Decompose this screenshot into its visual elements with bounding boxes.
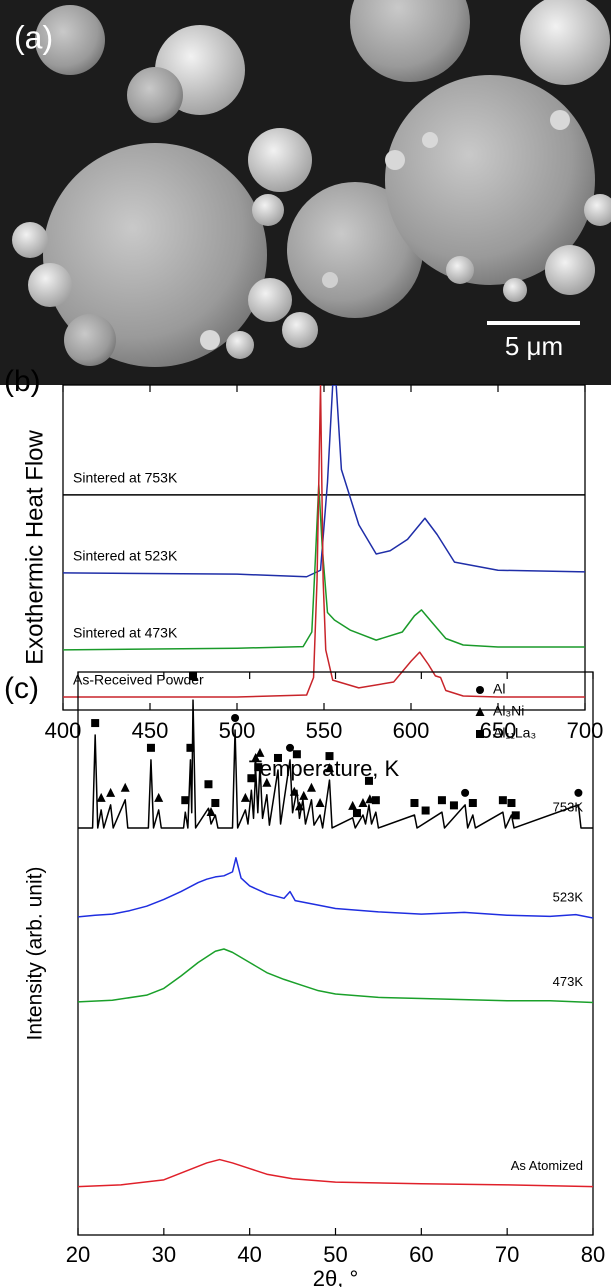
phase-marker bbox=[352, 809, 361, 818]
x-tick-label: 70 bbox=[495, 1242, 519, 1267]
phase-marker bbox=[254, 763, 263, 772]
x-tick-label: 450 bbox=[132, 718, 169, 743]
phase-marker bbox=[421, 806, 430, 815]
series-label: 753K bbox=[553, 799, 584, 814]
x-tick-label: 40 bbox=[237, 1242, 261, 1267]
phase-marker bbox=[324, 763, 334, 773]
legend-label: Al₃Ni bbox=[493, 703, 524, 719]
phase-marker bbox=[358, 798, 368, 808]
series-line bbox=[78, 1158, 593, 1188]
x-axis-label: Temperature, K bbox=[249, 756, 400, 781]
phase-marker bbox=[449, 801, 458, 810]
phase-marker bbox=[325, 752, 334, 761]
legend-label: Al bbox=[493, 681, 505, 697]
series-line bbox=[63, 385, 585, 698]
phase-marker bbox=[461, 788, 470, 797]
legend-marker bbox=[476, 730, 484, 738]
phase-marker bbox=[240, 792, 250, 802]
phase-marker bbox=[91, 719, 100, 728]
phase-marker bbox=[574, 788, 583, 797]
phase-marker bbox=[498, 796, 507, 805]
phase-marker bbox=[255, 747, 265, 757]
plot-area bbox=[63, 385, 585, 698]
phase-marker bbox=[204, 780, 213, 789]
series-line bbox=[78, 948, 593, 1004]
phase-marker bbox=[247, 774, 256, 783]
phase-marker bbox=[371, 796, 380, 805]
panel-label: (c) bbox=[4, 672, 39, 705]
phase-marker bbox=[306, 782, 316, 792]
phase-marker bbox=[286, 743, 295, 752]
phase-marker bbox=[231, 713, 240, 722]
x-tick-label: 400 bbox=[45, 718, 82, 743]
phase-marker bbox=[206, 807, 216, 817]
phase-marker bbox=[154, 792, 164, 802]
series-label: As Atomized bbox=[511, 1158, 583, 1173]
series-label: Sintered at 523K bbox=[73, 548, 178, 564]
phase-marker bbox=[299, 790, 309, 800]
series-label: 523K bbox=[553, 889, 584, 904]
phase-marker bbox=[315, 798, 325, 808]
phase-marker bbox=[106, 787, 116, 797]
phase-marker bbox=[189, 672, 198, 681]
series-label: 473K bbox=[553, 974, 584, 989]
y-axis-label: Exothermic Heat Flow bbox=[21, 429, 48, 664]
series-line bbox=[78, 699, 593, 829]
series-label: As-Received Powder bbox=[73, 672, 204, 688]
panel-label: (a) bbox=[14, 19, 53, 55]
phase-marker bbox=[251, 752, 261, 762]
x-tick-label: 600 bbox=[393, 718, 430, 743]
x-tick-label: 30 bbox=[152, 1242, 176, 1267]
series-label: Sintered at 753K bbox=[73, 470, 178, 486]
y-axis-label: Intensity (arb. unit) bbox=[24, 867, 47, 1041]
series-line bbox=[63, 385, 585, 578]
phase-marker bbox=[289, 786, 299, 796]
x-tick-label: 700 bbox=[567, 718, 604, 743]
x-tick-label: 50 bbox=[323, 1242, 347, 1267]
phase-marker bbox=[262, 777, 272, 787]
x-tick-label: 650 bbox=[480, 718, 517, 743]
phase-marker bbox=[410, 799, 419, 808]
phase-marker bbox=[181, 796, 190, 805]
phase-marker bbox=[294, 801, 304, 811]
series-label: Sintered at 473K bbox=[73, 625, 178, 641]
phase-marker bbox=[507, 799, 516, 808]
phase-marker bbox=[120, 782, 130, 792]
panel-label: (b) bbox=[4, 365, 41, 398]
phase-marker bbox=[146, 743, 155, 752]
phase-marker bbox=[437, 796, 446, 805]
x-tick-label: 80 bbox=[581, 1242, 605, 1267]
series-line bbox=[63, 483, 585, 651]
x-tick-label: 500 bbox=[219, 718, 256, 743]
x-tick-label: 60 bbox=[409, 1242, 433, 1267]
phase-marker bbox=[511, 811, 520, 820]
x-tick-label: 550 bbox=[306, 718, 343, 743]
x-axis-label: 2θ, ° bbox=[313, 1266, 359, 1287]
phase-marker bbox=[211, 799, 220, 808]
series-line bbox=[78, 857, 593, 919]
phase-marker bbox=[186, 743, 195, 752]
sem-image: (a) 5 μm bbox=[0, 0, 611, 385]
phase-marker bbox=[273, 753, 282, 762]
x-tick-label: 20 bbox=[66, 1242, 90, 1267]
phase-marker bbox=[96, 792, 106, 802]
scale-bar-label: 5 μm bbox=[505, 331, 563, 361]
phase-marker bbox=[292, 750, 301, 759]
plot-area bbox=[78, 699, 593, 1188]
legend-marker bbox=[476, 686, 484, 694]
phase-marker bbox=[364, 776, 373, 785]
phase-marker bbox=[348, 800, 358, 810]
legend-marker bbox=[475, 707, 485, 716]
phase-marker bbox=[468, 799, 477, 808]
legend-label: Al₁₁La₃ bbox=[493, 725, 536, 741]
